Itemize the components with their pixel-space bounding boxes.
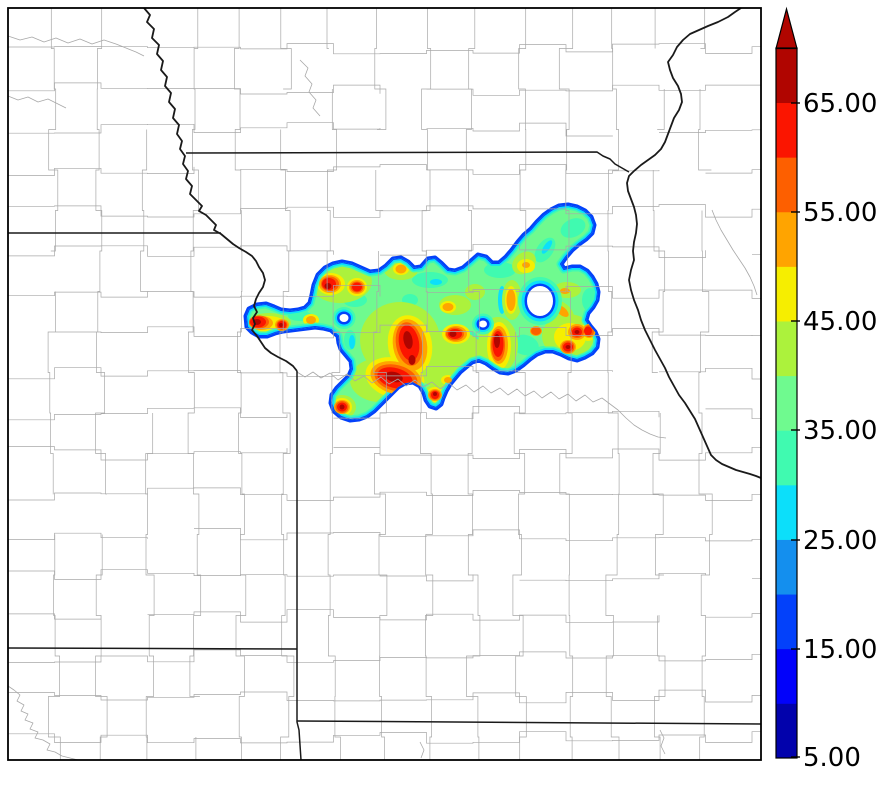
colorbar-segment bbox=[776, 703, 797, 759]
colorbar-tick-label: 45.00 bbox=[803, 307, 877, 337]
arkansas-river bbox=[7, 685, 79, 761]
colorbar-segment bbox=[776, 48, 797, 104]
map-frame bbox=[7, 7, 762, 761]
colorbar-segment bbox=[776, 539, 797, 595]
colorbar-gradient bbox=[776, 48, 797, 759]
stream bbox=[299, 59, 321, 117]
colorbar-segment bbox=[776, 321, 797, 377]
stream bbox=[7, 95, 67, 109]
colorbar-tick-label: 65.00 bbox=[803, 89, 877, 119]
mo-ks-ok-border bbox=[296, 371, 302, 761]
colorbar-arrow bbox=[775, 6, 798, 50]
colorbar-segment bbox=[776, 157, 797, 213]
colorbar: 65.00 55.00 45.00 35.00 25.00 15.00 5.00 bbox=[775, 6, 877, 773]
colorbar-tick-label: 25.00 bbox=[803, 526, 877, 556]
colorbar-outline bbox=[775, 47, 798, 759]
colorbar-tick-label: 5.00 bbox=[803, 743, 861, 773]
state-borders bbox=[7, 7, 762, 761]
mississippi-river-border bbox=[626, 7, 762, 479]
precip-field bbox=[246, 205, 598, 420]
missouri-river-border bbox=[143, 7, 298, 372]
ia-mo-border bbox=[185, 151, 630, 173]
precip-hole bbox=[518, 277, 562, 325]
colorbar-segment bbox=[776, 266, 797, 322]
ks-ok-border bbox=[7, 647, 298, 650]
colorbar-segment bbox=[776, 648, 797, 704]
colorbar-segment bbox=[776, 102, 797, 158]
colorbar-segment bbox=[776, 375, 797, 431]
colorbar-segment bbox=[776, 211, 797, 267]
interior-rivers bbox=[7, 35, 758, 761]
stream bbox=[659, 729, 666, 755]
stream bbox=[419, 741, 425, 759]
colorbar-ticks bbox=[791, 102, 800, 758]
precip-darkred-peaks bbox=[253, 283, 580, 410]
precip-hole bbox=[332, 307, 356, 329]
county-grid bbox=[8, 8, 761, 760]
illinois-river bbox=[711, 209, 758, 296]
missouri-river-interior bbox=[296, 371, 667, 439]
colorbar-tick-label: 35.00 bbox=[803, 416, 877, 446]
precip-hole bbox=[472, 313, 494, 335]
colorbar-tick-label: 55.00 bbox=[803, 198, 877, 228]
platte-river bbox=[7, 35, 145, 57]
colorbar-segment bbox=[776, 594, 797, 650]
mo-ar-border bbox=[296, 720, 762, 725]
colorbar-tick-label: 15.00 bbox=[803, 635, 877, 665]
colorbar-segment bbox=[776, 484, 797, 540]
colorbar-segment bbox=[776, 430, 797, 486]
